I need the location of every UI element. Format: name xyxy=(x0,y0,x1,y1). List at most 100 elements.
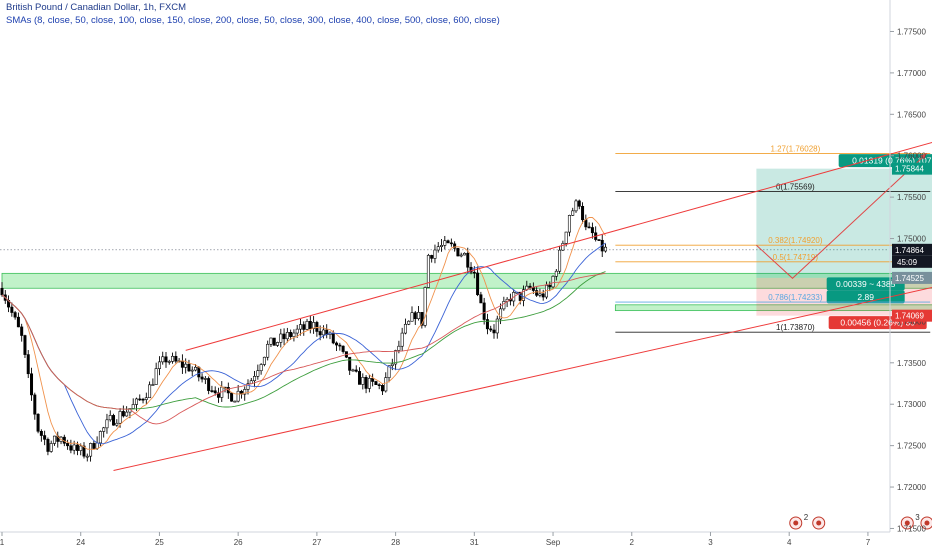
candle-body xyxy=(315,322,319,332)
candle-body xyxy=(302,324,306,330)
candle-body xyxy=(564,231,568,244)
time-tick-label: 3 xyxy=(708,538,713,547)
candle-body xyxy=(213,390,217,394)
projection-arrowhead xyxy=(920,153,927,160)
countdown-bg xyxy=(892,255,932,268)
candle-body xyxy=(207,378,211,391)
candle-body xyxy=(407,320,411,325)
candle-body xyxy=(462,252,466,256)
trend-channel[interactable] xyxy=(113,102,932,471)
candle-body xyxy=(66,443,70,447)
candle-body xyxy=(272,337,276,346)
risk-info-label-bg xyxy=(826,277,905,291)
candle-body xyxy=(174,355,178,362)
risk-info-label: 0.00339 ~ 4385 xyxy=(836,279,896,289)
candle-body xyxy=(236,390,240,402)
loss-label: 0.00456 (0.26%) 30 xyxy=(840,318,915,328)
candle-body xyxy=(449,242,453,245)
price-tick-label: 1.77500 xyxy=(897,27,926,36)
candle-body xyxy=(141,398,145,401)
candle-body xyxy=(167,361,171,363)
candle-body xyxy=(246,383,250,390)
price-tick-label: 1.76000 xyxy=(897,152,926,161)
candle-body xyxy=(374,381,378,386)
price-label: 1.75844 xyxy=(895,165,924,174)
candle-body xyxy=(581,205,585,221)
candle-body xyxy=(358,371,362,385)
candle-body xyxy=(541,293,545,298)
candle-body xyxy=(485,319,489,330)
candle-body xyxy=(125,411,129,417)
candle-body xyxy=(466,252,470,268)
ratio-label: 2.89 xyxy=(857,292,874,302)
candle-body xyxy=(20,326,24,336)
candle-body xyxy=(184,363,188,368)
price-tick-label: 1.76500 xyxy=(897,110,926,119)
fib-level-label: 0.5(1.74719) xyxy=(773,253,819,262)
fibonacci-retracement[interactable]: 0(1.75569) 0.382(1.74920) 0.5(1.74719) 0.78… xyxy=(615,144,931,333)
candle-body xyxy=(584,219,588,228)
demand-zones xyxy=(0,249,932,312)
candle-body xyxy=(23,335,27,355)
sma-red-line xyxy=(1,272,606,425)
candle-body xyxy=(489,328,493,331)
economic-events[interactable]: 234362 xyxy=(789,513,932,530)
event-icon-dot xyxy=(793,520,799,526)
candle-body xyxy=(151,384,155,386)
time-tick-label: 25 xyxy=(155,538,164,547)
projection-path[interactable] xyxy=(756,152,928,279)
projection-line[interactable] xyxy=(756,152,928,279)
candle-body xyxy=(43,435,47,440)
price-axis[interactable]: 1.77500 1.77000 1.76500 1.76000 1.75500 1.750… xyxy=(889,0,932,533)
channel-upper-line[interactable] xyxy=(185,102,932,351)
ratio-label-bg xyxy=(826,290,905,304)
time-tick-label: 28 xyxy=(391,538,400,547)
candle-body xyxy=(157,361,161,369)
candle-body xyxy=(134,398,138,405)
candle-body xyxy=(115,422,119,426)
candle-body xyxy=(89,443,93,457)
time-axis[interactable]: 1 24 25 26 27 28 31 Sep 2 3 4 7 xyxy=(0,531,890,547)
candle-body xyxy=(364,377,368,389)
candle-body xyxy=(518,291,522,301)
candle-body xyxy=(567,215,571,233)
candle-body xyxy=(266,343,270,358)
candle-body xyxy=(479,294,483,304)
demand-zone-0 xyxy=(1,272,932,289)
event-icon-dot xyxy=(924,520,930,526)
event-count: 2 xyxy=(804,513,809,522)
candle-body xyxy=(390,363,394,367)
candle-body xyxy=(200,376,204,380)
candle-body xyxy=(108,415,112,421)
candle-body xyxy=(13,312,17,318)
time-tick-label: 24 xyxy=(76,538,85,547)
sma-50-line xyxy=(1,242,606,445)
price-label: 1.74864 xyxy=(895,246,924,255)
candle-body xyxy=(482,302,486,320)
candle-body xyxy=(331,332,335,344)
candle-body xyxy=(295,328,299,334)
candle-body xyxy=(371,378,375,382)
bar-countdown: 45:09 xyxy=(897,258,918,267)
moving-averages xyxy=(1,217,606,450)
candle-body xyxy=(285,332,289,340)
candle-body xyxy=(604,246,608,252)
fib-level-label: 0.786(1.74233) xyxy=(768,293,823,302)
chart-title: British Pound / Canadian Dollar, 1h, FXC… xyxy=(6,2,187,13)
time-tick-label: 31 xyxy=(470,538,479,547)
time-tick-label: 1 xyxy=(0,538,5,547)
candle-body xyxy=(367,378,371,389)
candle-body xyxy=(400,332,404,347)
channel-lower-line[interactable] xyxy=(113,259,932,471)
indicator-legend[interactable]: SMAs (8, close, 50, close, 100, close, 1… xyxy=(6,15,500,26)
candle-body xyxy=(10,306,14,313)
candle-body xyxy=(384,377,388,392)
candle-body xyxy=(502,301,506,310)
candle-body xyxy=(30,373,34,396)
candle-body xyxy=(187,363,191,372)
price-tick-label: 1.75500 xyxy=(897,193,926,202)
price-tick-label: 1.77000 xyxy=(897,69,926,78)
event-icon-dot xyxy=(816,520,822,526)
candle-body xyxy=(361,377,365,385)
